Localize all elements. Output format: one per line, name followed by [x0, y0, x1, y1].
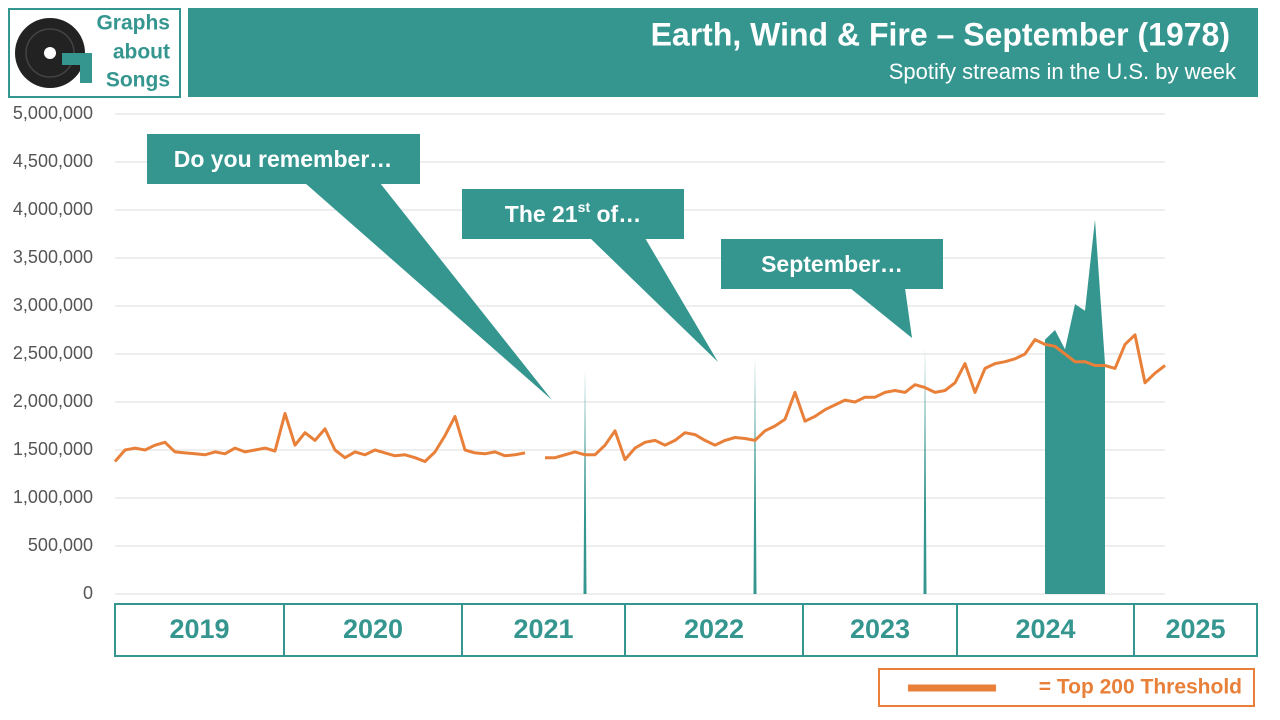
area: [1045, 219, 1105, 594]
x-tick-label: 2019: [169, 614, 229, 644]
y-tick-label: 3,500,000: [13, 247, 93, 267]
year-axis-box: [114, 603, 1258, 657]
y-tick-label: 3,000,000: [13, 295, 93, 315]
grid: 0 500,000 1,000,000 1,500,000 2,000,000 2,500…: [13, 103, 1165, 603]
callout-tail: [590, 238, 718, 362]
logo-icon: [15, 18, 92, 88]
x-tick-label: 2021: [513, 614, 573, 644]
y-tick-label: 4,000,000: [13, 199, 93, 219]
annotation: The 21st of…: [505, 199, 641, 227]
y-tick-label: 1,000,000: [13, 487, 93, 507]
legend-label: = Top 200 Threshold: [1039, 676, 1242, 699]
year-axis: 2019 2020 2021 2022 2023 2024 2025: [114, 603, 1258, 657]
area: [583, 368, 587, 594]
x-tick-label: 2024: [1015, 614, 1075, 644]
logo-text: Songs: [106, 69, 170, 92]
callout-tail: [305, 183, 552, 400]
annotation-text: of…: [590, 201, 641, 227]
logo-text: about: [113, 41, 170, 64]
y-tick-label: 0: [83, 583, 93, 603]
x-tick-label: 2023: [850, 614, 910, 644]
y-tick-label: 1,500,000: [13, 439, 93, 459]
y-tick-label: 2,000,000: [13, 391, 93, 411]
y-tick-label: 500,000: [28, 535, 93, 555]
y-tick-label: 5,000,000: [13, 103, 93, 123]
annotation: September…: [761, 251, 903, 277]
area: [753, 355, 757, 594]
chart-subtitle: Spotify streams in the U.S. by week: [889, 59, 1237, 84]
callout-box: [462, 189, 684, 239]
callouts: [147, 134, 943, 400]
annotation-text: The 21: [505, 201, 578, 227]
logo-text: Graphs: [96, 12, 170, 35]
plot: [113, 219, 1166, 594]
annotation-sup: st: [578, 199, 591, 215]
chart-title: Earth, Wind & Fire – September (1978): [651, 16, 1230, 52]
callout-tail: [850, 288, 912, 338]
area: [923, 346, 927, 594]
y-tick-label: 2,500,000: [13, 343, 93, 363]
x-tick-label: 2022: [684, 614, 744, 644]
callout-box: [147, 134, 420, 184]
y-tick-label: 4,500,000: [13, 151, 93, 171]
title-banner: [188, 8, 1258, 97]
x-tick-label: 2025: [1165, 614, 1225, 644]
annotation: Do you remember…: [174, 146, 393, 172]
line: [113, 333, 1166, 463]
x-tick-label: 2020: [343, 614, 403, 644]
callout-box: [721, 239, 943, 289]
